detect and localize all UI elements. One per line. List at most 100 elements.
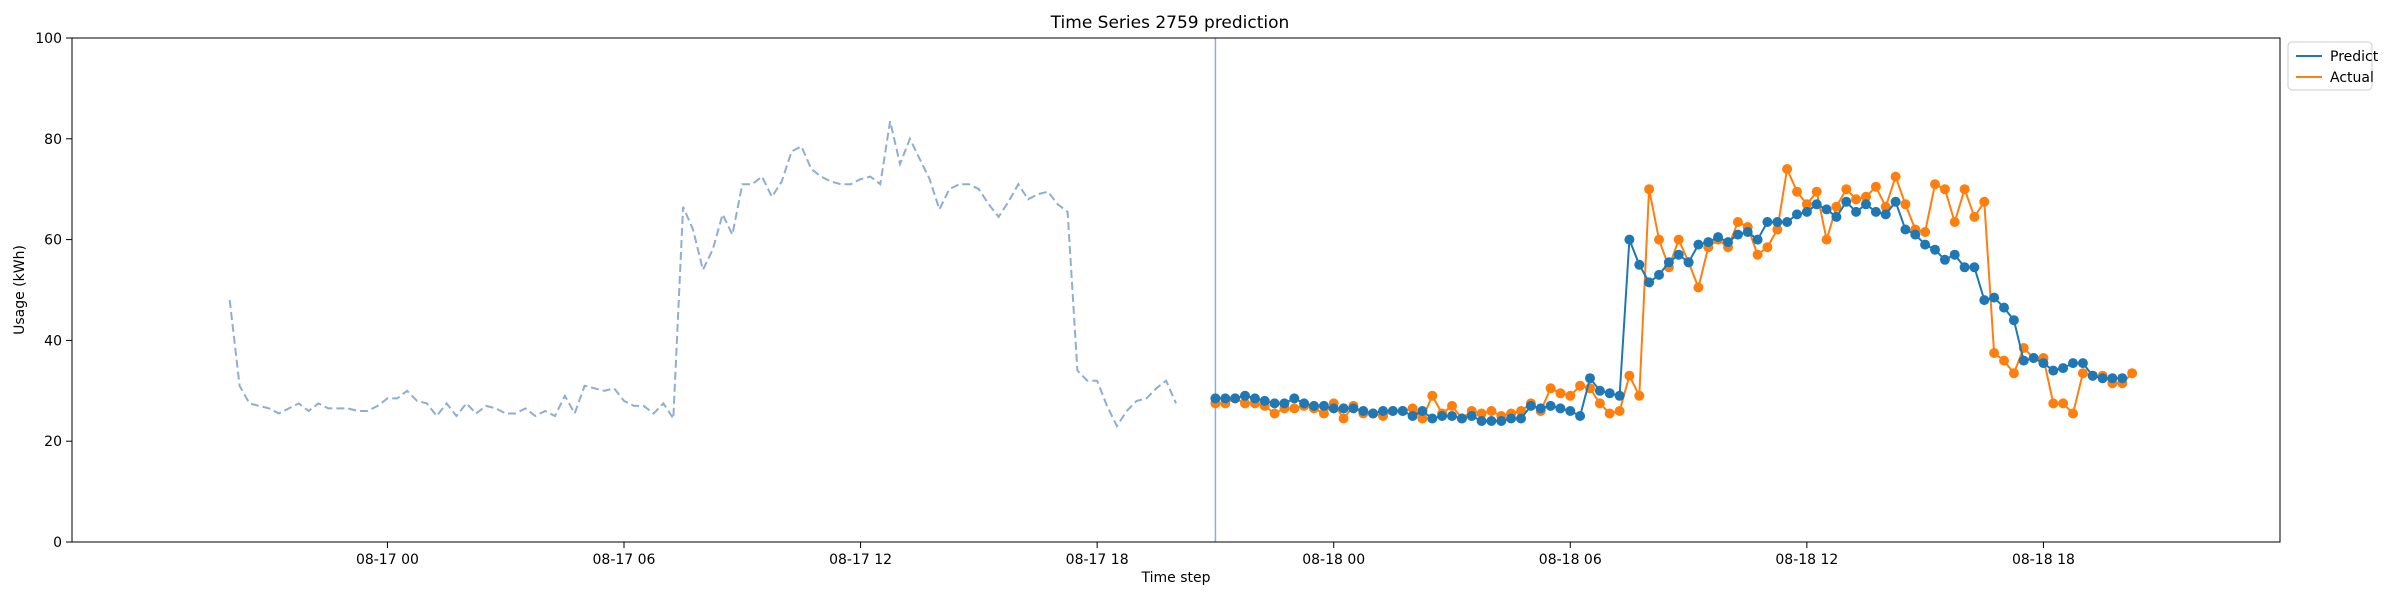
y-tick-label: 20: [44, 434, 62, 450]
actual-point: [1752, 249, 1763, 260]
predict-point: [1999, 302, 2009, 313]
predict-point: [1792, 209, 1802, 220]
actual-point: [1949, 217, 1960, 227]
predict-point: [1289, 393, 1300, 404]
x-tick-label: 08-18 06: [1539, 552, 1602, 568]
predict-point: [1427, 413, 1438, 424]
actual-point: [1969, 211, 1980, 222]
predict-point: [1555, 403, 1566, 414]
predict-point: [2077, 358, 2088, 369]
predict-point: [2107, 373, 2118, 384]
actual-point: [1447, 400, 1457, 411]
predict-point: [2018, 355, 2029, 366]
predict-point: [1378, 406, 1388, 416]
actual-point: [1624, 370, 1635, 381]
history-line: [228, 120, 1177, 429]
x-tick-label: 08-17 06: [593, 552, 656, 568]
predict-point: [1506, 413, 1517, 424]
predict-point: [1575, 411, 1586, 421]
predict-point: [1900, 224, 1911, 235]
predict-point: [1851, 206, 1862, 217]
predict-point: [2117, 373, 2128, 384]
predict-point: [1387, 406, 1398, 416]
y-axis: 0 20 40 60 80 100: [35, 31, 72, 551]
legend-label-predict: Predict: [2330, 49, 2379, 65]
predict-point: [1752, 234, 1763, 245]
predict-point: [2097, 373, 2108, 384]
predict-point: [1821, 204, 1832, 215]
predict-point: [1437, 411, 1448, 421]
predict-point: [1989, 292, 2000, 303]
predict-point: [1654, 269, 1664, 280]
actual-point: [1240, 398, 1250, 409]
predict-series: [1210, 196, 2128, 426]
actual-point: [1801, 199, 1812, 210]
y-tick-label: 60: [44, 233, 62, 249]
predict-point: [1841, 196, 1852, 207]
y-tick-label: 40: [44, 333, 62, 349]
actual-point: [2058, 398, 2069, 409]
predict-point: [1713, 232, 1724, 243]
actual-point: [2068, 408, 2078, 419]
predict-point: [1565, 406, 1576, 416]
predict-point: [1338, 403, 1349, 414]
actual-point: [2048, 398, 2059, 409]
predict-point: [1634, 259, 1645, 270]
predict-point: [1782, 217, 1793, 227]
predict-point: [1831, 211, 1842, 222]
predict-point: [1801, 206, 1812, 217]
actual-point: [1989, 348, 2000, 358]
predict-point: [1930, 244, 1940, 255]
actual-point: [1417, 413, 1428, 424]
actual-point: [1841, 184, 1852, 195]
predict-point: [1456, 413, 1467, 424]
predict-point: [1594, 385, 1605, 396]
actual-point: [1999, 355, 2009, 366]
predict-point: [1348, 403, 1359, 414]
y-tick-label: 100: [35, 31, 62, 47]
predict-point: [1476, 416, 1487, 426]
predict-point: [1949, 249, 1960, 260]
predict-point: [1220, 393, 1231, 404]
predict-point: [1407, 411, 1418, 421]
actual-point: [1831, 201, 1842, 212]
actual-point: [1427, 390, 1438, 401]
predict-point: [2038, 358, 2049, 369]
x-tick-label: 08-18 12: [1775, 552, 1838, 568]
predict-point: [1673, 249, 1684, 260]
actual-point: [1654, 234, 1664, 245]
predict-point: [1683, 257, 1694, 268]
actual-point: [1900, 199, 1911, 210]
predict-point: [1979, 295, 1990, 306]
actual-point: [1811, 186, 1822, 197]
actual-point: [1634, 390, 1645, 401]
actual-point: [1792, 186, 1802, 197]
actual-point: [1644, 184, 1655, 195]
predict-point: [2087, 370, 2098, 381]
actual-point: [1594, 398, 1605, 409]
predict-point: [1496, 416, 1507, 426]
predict-point: [1269, 398, 1280, 409]
actual-point: [1762, 242, 1773, 253]
actual-point: [1673, 234, 1684, 245]
predict-point: [1723, 237, 1733, 248]
predict-point: [2028, 353, 2039, 363]
predict-point: [1890, 196, 1901, 207]
actual-point: [1614, 406, 1625, 416]
actual-point: [1851, 194, 1862, 205]
chart-title: Time Series 2759 prediction: [1050, 13, 1290, 33]
actual-point: [1861, 191, 1871, 202]
predict-point: [2068, 358, 2078, 369]
actual-point: [1959, 184, 1970, 195]
predict-point: [1939, 254, 1950, 265]
actual-point: [1575, 380, 1586, 391]
predict-point: [1861, 199, 1871, 210]
actual-point: [1821, 234, 1832, 245]
plot-area: [228, 38, 2138, 542]
y-axis-label: Usage (kWh): [12, 245, 28, 335]
predict-point: [1663, 257, 1674, 268]
actual-point: [1565, 390, 1576, 401]
predict-point: [1447, 411, 1457, 421]
predict-point: [2008, 315, 2019, 326]
